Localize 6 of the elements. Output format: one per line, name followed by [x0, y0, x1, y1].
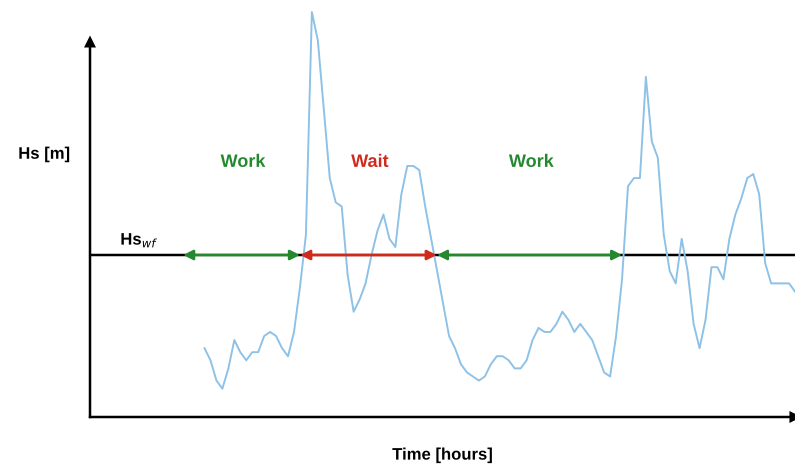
y-axis-title: Hs [m]: [19, 146, 70, 162]
annotation: Work: [508, 154, 554, 168]
x-axis-title: Time [hours]: [392, 448, 492, 464]
annotation: Wait: [351, 154, 388, 168]
annotation: Work: [220, 154, 266, 168]
ref-line-label: Hs$_{wf}$: [121, 233, 157, 248]
